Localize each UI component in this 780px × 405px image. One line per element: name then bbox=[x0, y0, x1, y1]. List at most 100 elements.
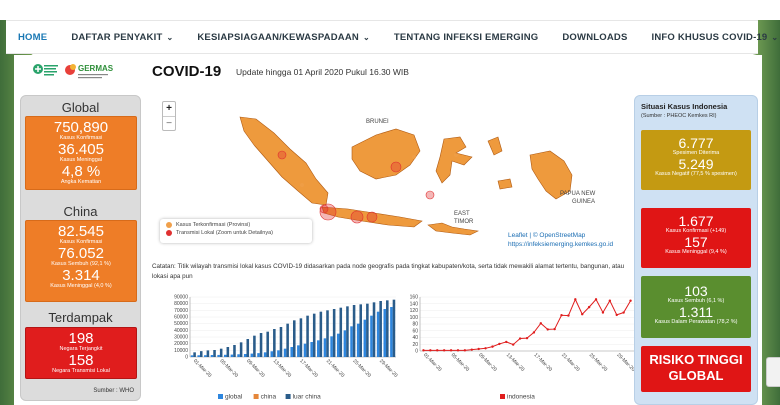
map-label-timor-line: TIMOR bbox=[454, 219, 474, 225]
point-indonesia bbox=[456, 349, 460, 352]
bar-luar-china bbox=[253, 335, 256, 357]
bar-luar-china bbox=[219, 348, 223, 357]
nav-label: TENTANG INFEKSI EMERGING bbox=[393, 31, 539, 43]
legend-label: Kasus Terkonfirmasi (Provinsi) bbox=[176, 222, 251, 228]
bar-luar-china bbox=[299, 318, 303, 357]
y-tick-label: 0 bbox=[185, 355, 188, 361]
kemkes-logo[interactable] bbox=[30, 62, 60, 84]
perawatan-value: 1.311 bbox=[679, 304, 713, 320]
y-tick-label: 50000 bbox=[174, 321, 188, 327]
bar-luar-china bbox=[286, 323, 289, 357]
point-indonesia bbox=[581, 313, 584, 316]
transmisi-kalimantan-marker bbox=[390, 161, 402, 173]
x-tick-label: 29-Mar-20 bbox=[378, 358, 399, 379]
point-indonesia bbox=[574, 298, 577, 301]
x-tick-label: 25-Mar-20 bbox=[588, 352, 609, 373]
bar-global bbox=[270, 351, 274, 357]
indonesia-map[interactable]: + − bbox=[152, 95, 628, 257]
point-indonesia bbox=[567, 314, 570, 317]
nav-tentang-infeksi[interactable]: TENTANG INFEKSI EMERGING bbox=[382, 21, 551, 53]
global-meninggal: 36.405 bbox=[58, 141, 104, 158]
global-title: Global bbox=[61, 100, 100, 115]
zoom-in-button[interactable]: + bbox=[166, 103, 172, 114]
legend-label-china: china bbox=[261, 394, 277, 401]
point-indonesia bbox=[449, 349, 453, 352]
meninggal-value: 157 bbox=[684, 234, 708, 250]
germas-logo[interactable]: GERMAS bbox=[64, 60, 114, 84]
point-indonesia bbox=[429, 349, 432, 352]
legend-swatch-luar-china bbox=[285, 394, 291, 399]
indonesia-panel-title: Situasi Kasus Indonesia bbox=[641, 102, 728, 111]
leaflet-link[interactable]: Leaflet | © OpenStreetMap bbox=[508, 232, 586, 239]
x-tick-label: 17-Mar-20 bbox=[532, 352, 553, 373]
global-konfirmasi-label: Kasus Konfirmasi bbox=[59, 135, 103, 141]
bar-luar-china bbox=[213, 350, 216, 357]
point-indonesia bbox=[601, 311, 605, 314]
bar-global bbox=[277, 350, 280, 357]
map-svg: BRUNEI PAPUA NEW GUINEA EAST TIMOR bbox=[239, 116, 596, 236]
bar-global bbox=[317, 340, 320, 357]
map-attribution: Leaflet | © OpenStreetMap https://infeks… bbox=[508, 231, 613, 249]
legend-transmisi-lokal: Transmisi Lokal (Zoom untuk Detailnya) bbox=[166, 230, 306, 236]
point-indonesia bbox=[498, 342, 501, 346]
zoom-out-button[interactable]: − bbox=[163, 116, 175, 130]
map-label-timor-line: EAST bbox=[454, 211, 470, 217]
x-tick-label: 09-Mar-20 bbox=[477, 352, 498, 373]
bar-luar-china bbox=[293, 320, 296, 357]
bar-global bbox=[336, 333, 340, 357]
y-tick-label: 80 bbox=[412, 322, 418, 328]
page-title: COVID-19 bbox=[152, 63, 222, 80]
transmisi-jakarta-marker bbox=[319, 203, 337, 221]
point-indonesia bbox=[442, 349, 446, 352]
y-tick-label: 20 bbox=[412, 342, 418, 348]
nav-downloads[interactable]: DOWNLOADS bbox=[550, 21, 639, 53]
y-tick-label: 100 bbox=[410, 315, 419, 321]
negara-terjangkit: 198 bbox=[68, 330, 94, 347]
global-konfirmasi: 750,890 bbox=[53, 119, 109, 136]
china-konfirmasi-label: Kasus Konfirmasi bbox=[59, 239, 103, 245]
bar-global bbox=[297, 345, 300, 357]
nav-daftar-penyakit[interactable]: DAFTAR PENYAKIT ⌄ bbox=[59, 21, 185, 53]
kasus-provinsi-marker bbox=[300, 183, 304, 187]
bar-global bbox=[356, 323, 360, 357]
spesimen-value: 6.777 bbox=[678, 135, 714, 151]
transmisi-jawa-marker bbox=[366, 211, 378, 223]
y-tick-label: 40000 bbox=[174, 328, 188, 334]
nav-info-covid[interactable]: INFO KHUSUS COVID-19 ⌄ bbox=[640, 21, 780, 53]
global-stats-box: 750,890 Kasus Konfirmasi 36.405 Kasus Me… bbox=[25, 116, 137, 190]
chevron-down-icon: ⌄ bbox=[166, 32, 174, 42]
x-tick-label: 21-Mar-20 bbox=[560, 352, 581, 373]
bar-global bbox=[263, 352, 267, 357]
bar-luar-china bbox=[273, 329, 276, 357]
transmisi-jawa-marker bbox=[350, 210, 364, 224]
papua-shape bbox=[529, 150, 573, 200]
bar-luar-china bbox=[233, 345, 236, 357]
bar-luar-china bbox=[366, 303, 369, 357]
x-tick-label: 25-Mar-20 bbox=[351, 358, 372, 379]
y-tick-label: 10000 bbox=[174, 348, 188, 354]
x-tick-label: 13-Mar-20 bbox=[272, 358, 293, 379]
bar-luar-china bbox=[386, 300, 389, 357]
java-shape bbox=[321, 206, 423, 228]
recaptcha-badge[interactable] bbox=[766, 357, 780, 387]
point-indonesia bbox=[608, 299, 612, 302]
negatif-label: Kasus Negatif (77,5 % spesimen) bbox=[655, 171, 737, 177]
legend-swatch-indonesia bbox=[500, 394, 505, 399]
bar-global bbox=[363, 319, 367, 357]
y-tick-label: 160 bbox=[410, 295, 419, 301]
nav-kesiapsiagaan[interactable]: KESIAPSIAGAAN/KEWASPADAAN ⌄ bbox=[185, 21, 382, 53]
nav-home[interactable]: HOME bbox=[6, 21, 59, 53]
sumatra-shape bbox=[239, 116, 329, 206]
x-tick-label: 05-Mar-20 bbox=[218, 358, 239, 379]
transmisi-sulawesi-marker bbox=[425, 190, 435, 200]
map-label-brunei: BRUNEI bbox=[366, 119, 389, 125]
global-kematian: 4,8 % bbox=[61, 163, 101, 180]
y-tick-label: 80000 bbox=[174, 301, 188, 307]
bar-luar-china bbox=[379, 301, 382, 357]
china-stats-box: 82.545 Kasus Konfirmasi 76.052 Kasus Sem… bbox=[25, 220, 137, 302]
spesimen-label: Spesimen Diterima bbox=[672, 150, 720, 156]
source-link[interactable]: https://infeksiemerging.kemkes.go.id bbox=[508, 241, 614, 248]
bar-global bbox=[390, 307, 393, 357]
top-strip bbox=[0, 0, 780, 20]
